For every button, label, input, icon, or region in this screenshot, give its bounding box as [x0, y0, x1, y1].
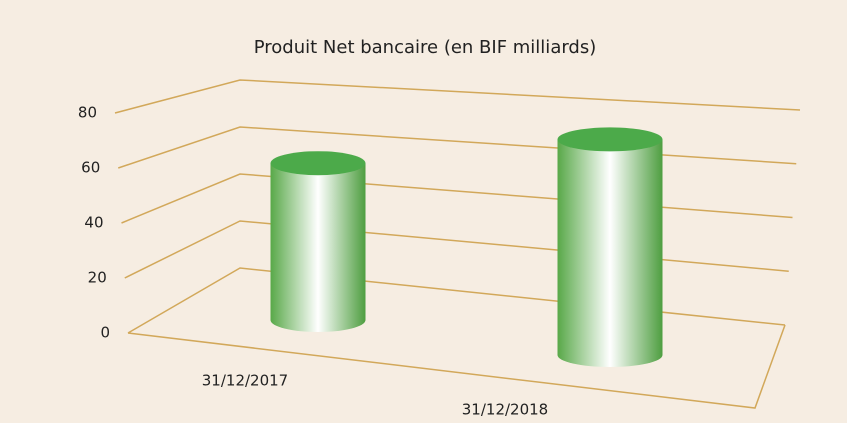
y-tick-label: 0: [100, 324, 110, 342]
y-tick-label: 40: [84, 214, 103, 232]
x-tick-label: 31/12/2017: [202, 372, 288, 390]
bar: [270, 163, 366, 332]
y-tick-label: 20: [88, 269, 107, 287]
bar: [557, 139, 663, 367]
grid-line: [114, 79, 801, 114]
chart-title: Produit Net bancaire (en BIF milliards): [254, 37, 597, 58]
bar-top: [557, 127, 663, 152]
bar-top: [270, 151, 366, 176]
y-tick-label: 80: [78, 104, 97, 122]
x-tick-label: 31/12/2018: [462, 401, 548, 419]
floor-edge: [127, 324, 786, 409]
y-tick-label: 60: [81, 159, 100, 177]
